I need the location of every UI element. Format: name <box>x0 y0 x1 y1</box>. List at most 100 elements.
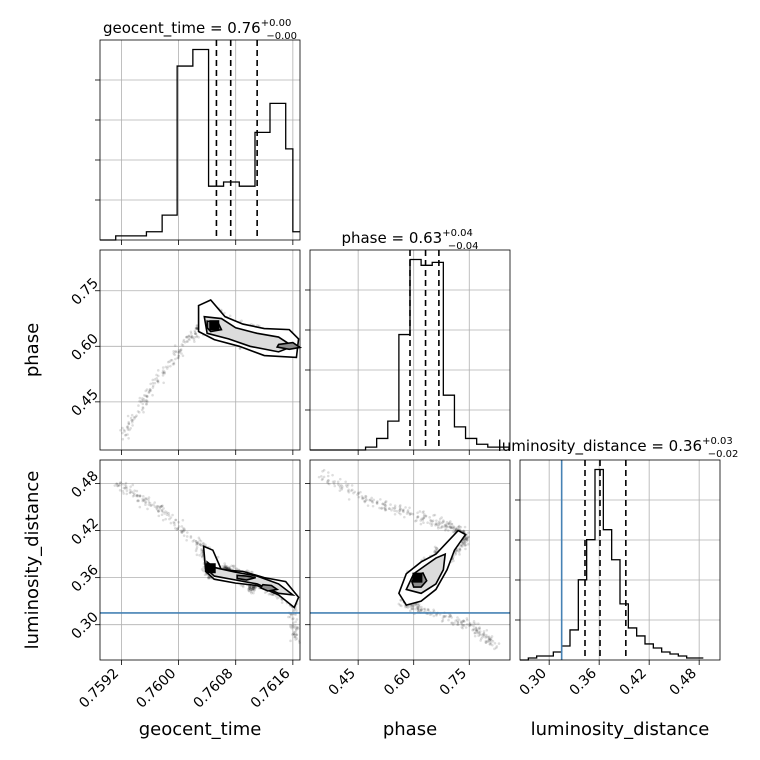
scatter-point <box>178 349 182 352</box>
scatter-point <box>160 504 164 508</box>
scatter-point <box>125 492 129 496</box>
scatter-point <box>344 483 348 487</box>
scatter-point <box>395 509 399 513</box>
scatter-point <box>238 347 242 350</box>
scatter-point <box>139 400 143 404</box>
scatter-point <box>190 336 193 339</box>
scatter-point <box>493 647 496 651</box>
scatter-point <box>441 617 445 620</box>
scatter-point <box>141 397 144 400</box>
scatter-point <box>178 350 182 354</box>
scatter-point <box>135 414 138 418</box>
scatter-point <box>404 506 407 509</box>
scatter-point <box>432 614 436 618</box>
scatter-point <box>195 545 199 549</box>
scatter-point <box>428 613 432 616</box>
scatter-point <box>336 480 340 484</box>
scatter-point <box>167 512 170 515</box>
scatter-point <box>462 529 466 533</box>
scatter-point <box>150 503 153 507</box>
scatter-point <box>457 618 461 621</box>
scatter-point <box>461 624 465 627</box>
scatter-point <box>195 324 199 328</box>
scatter-point <box>153 501 157 504</box>
scatter-point <box>384 508 388 512</box>
scatter-point <box>327 479 330 482</box>
scatter-point <box>384 500 387 504</box>
scatter-point <box>383 507 387 511</box>
scatter-point <box>251 587 255 590</box>
scatter-point <box>467 531 470 534</box>
scatter-point <box>252 585 256 589</box>
scatter-point <box>408 506 411 510</box>
scatter-point <box>228 567 232 570</box>
scatter-point <box>370 500 374 503</box>
scatter-point <box>185 335 189 339</box>
scatter-point <box>479 639 482 642</box>
scatter-point <box>462 542 466 545</box>
x-tick-label: 0.7600 <box>133 666 179 712</box>
scatter-point <box>325 480 329 484</box>
scatter-point <box>180 343 184 346</box>
scatter-point <box>495 645 499 648</box>
scatter-point <box>429 519 433 523</box>
scatter-point <box>455 527 458 530</box>
scatter-point <box>146 395 149 398</box>
scatter-point <box>464 543 468 547</box>
scatter-point <box>424 609 427 612</box>
scatter-point <box>490 638 493 642</box>
scatter-point <box>438 517 442 521</box>
scatter-point <box>141 399 145 403</box>
scatter-point <box>347 490 351 494</box>
scatter-point <box>177 354 181 358</box>
scatter-point <box>415 602 419 606</box>
scatter-point <box>465 539 469 543</box>
scatter-point <box>166 360 170 364</box>
scatter-point <box>406 509 410 512</box>
scatter-point <box>295 626 299 630</box>
scatter-point <box>472 627 476 631</box>
scatter-point <box>364 497 367 500</box>
scatter-point <box>199 548 203 551</box>
scatter-point <box>468 621 472 625</box>
scatter-point <box>140 399 144 402</box>
scatter-point <box>161 510 165 514</box>
scatter-point <box>408 513 412 517</box>
scatter-point <box>399 504 402 507</box>
scatter-point <box>142 397 146 401</box>
scatter-point <box>194 326 198 330</box>
scatter-point <box>489 636 493 640</box>
scatter-point <box>465 537 468 541</box>
scatter-point <box>158 505 162 509</box>
scatter-point <box>196 541 199 545</box>
scatter-point <box>448 521 451 525</box>
scatter-point <box>455 548 459 552</box>
scatter-point <box>361 496 364 500</box>
scatter-point <box>456 621 460 624</box>
scatter-point <box>450 526 454 529</box>
scatter-point <box>193 331 197 334</box>
scatter-point <box>441 619 445 622</box>
scatter-point <box>416 511 419 515</box>
scatter-point <box>393 506 397 509</box>
scatter-point <box>436 548 439 552</box>
scatter-point <box>293 635 297 638</box>
scatter-point <box>405 512 409 515</box>
scatter-point <box>340 485 344 488</box>
scatter-point <box>387 507 391 510</box>
scatter-point <box>160 509 164 513</box>
scatter-point <box>202 569 205 573</box>
scatter-point <box>291 617 294 621</box>
scatter-point <box>423 607 427 611</box>
scatter-point <box>197 536 201 540</box>
scatter-point <box>459 543 462 547</box>
scatter-point <box>417 610 420 613</box>
scatter-point <box>327 482 331 486</box>
scatter-point <box>155 377 159 380</box>
scatter-point <box>138 399 141 403</box>
scatter-point <box>169 516 173 519</box>
axis-frame <box>99 459 301 661</box>
scatter-point <box>192 538 196 542</box>
scatter-point <box>142 410 145 414</box>
scatter-point <box>185 535 189 538</box>
